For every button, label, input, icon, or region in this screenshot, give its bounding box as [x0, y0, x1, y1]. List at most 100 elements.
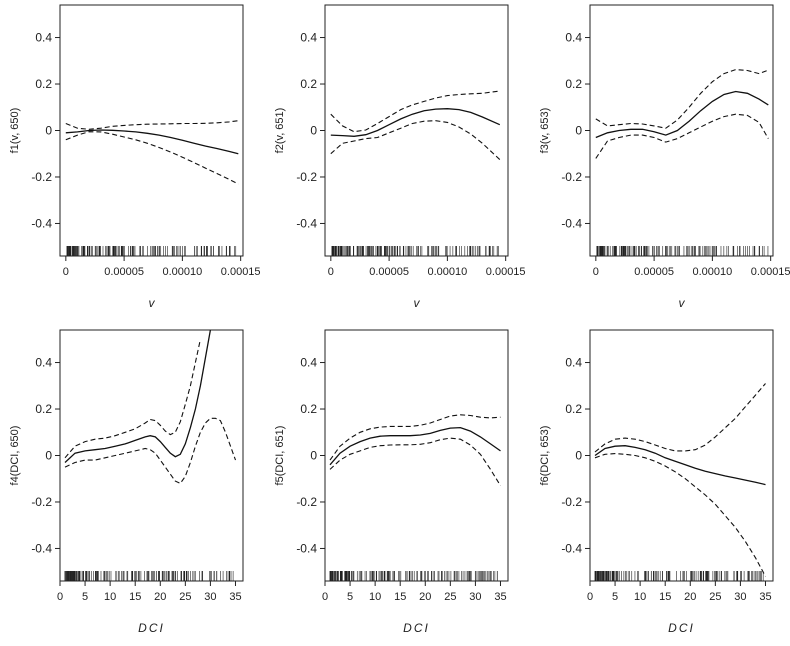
- y-tick-label: -0.2: [296, 170, 317, 184]
- x-tick-label: 25: [444, 591, 456, 603]
- x-tick-label: 30: [734, 591, 746, 603]
- x-tick-label: 20: [684, 591, 696, 603]
- x-tick-label: 10: [634, 591, 646, 603]
- y-tick-label: -0.4: [296, 216, 317, 230]
- x-axis-label: v: [679, 296, 686, 310]
- x-tick-label: 0: [328, 266, 334, 278]
- panel-1: -0.4 -0.2 0 0.2 0.4 0 0.00005 0.00010 0.00015 v f1…: [9, 4, 261, 310]
- x-tick-label: 15: [394, 591, 406, 603]
- series-lower-line: [595, 113, 769, 159]
- panel-5: -0.4 -0.2 0 0.2 0.4 0 5 10 15 20 25 30 35 DCI f5(DCI, …: [274, 329, 509, 635]
- series-upper-line: [594, 383, 766, 453]
- x-tick-label: 0.00015: [486, 266, 526, 278]
- x-tick-label: 0: [587, 591, 593, 603]
- y-tick-label: 0.4: [35, 31, 52, 45]
- y-tick-label: 0.4: [35, 356, 52, 370]
- x-axis-label: v: [149, 296, 156, 310]
- x-tick-label: 5: [347, 591, 353, 603]
- y-tick-label: 0.2: [35, 402, 52, 416]
- y-tick-label: 0.2: [300, 402, 317, 416]
- y-axis-label: f3(v, 653): [539, 108, 551, 154]
- y-tick-label: -0.2: [31, 495, 52, 509]
- x-tick-label: 35: [759, 591, 771, 603]
- rug-plot: [64, 571, 234, 581]
- plot-frame: [589, 329, 774, 582]
- series-lower-line: [65, 131, 239, 185]
- y-tick-label: 0.2: [300, 77, 317, 91]
- series-fit-line: [64, 330, 212, 463]
- x-tick-label: 35: [229, 591, 241, 603]
- x-tick-label: 25: [179, 591, 191, 603]
- plot-frame: [59, 329, 244, 582]
- x-tick-label: 25: [709, 591, 721, 603]
- rug-plot: [596, 246, 769, 256]
- y-tick-label: 0: [45, 124, 52, 138]
- y-tick-label: -0.4: [31, 216, 52, 230]
- series-lower-line: [330, 120, 501, 161]
- y-tick-label: 0.2: [565, 77, 582, 91]
- y-tick-label: -0.4: [296, 541, 317, 555]
- x-tick-label: 30: [204, 591, 216, 603]
- x-tick-label: 0.00010: [428, 266, 468, 278]
- rug-plot: [66, 246, 237, 256]
- rug-plot: [594, 571, 764, 581]
- x-tick-label: 20: [419, 591, 431, 603]
- series-lower-line: [594, 453, 766, 577]
- y-axis-label: f5(DCI, 651): [274, 426, 286, 486]
- y-axis-label: f2(v, 651): [274, 108, 286, 154]
- x-tick-label: 5: [82, 591, 88, 603]
- series-upper-line: [64, 339, 201, 459]
- y-tick-label: 0.4: [565, 31, 582, 45]
- x-tick-label: 0.00005: [104, 266, 144, 278]
- series-upper-line: [595, 69, 769, 129]
- x-axis-label: v: [414, 296, 421, 310]
- panel-4: -0.4 -0.2 0 0.2 0.4 0 5 10 15 20 25 30 35 DCI f4(DCI, …: [9, 329, 244, 635]
- y-axis-label: f4(DCI, 650): [9, 426, 21, 486]
- y-tick-label: 0.2: [565, 402, 582, 416]
- y-tick-label: 0: [45, 449, 52, 463]
- x-tick-label: 0.00005: [634, 266, 674, 278]
- y-tick-label: 0.2: [35, 77, 52, 91]
- x-axis-label: DCI: [668, 621, 695, 635]
- x-axis-label: DCI: [138, 621, 165, 635]
- y-tick-label: -0.2: [561, 495, 582, 509]
- x-tick-label: 35: [494, 591, 506, 603]
- y-tick-label: 0: [310, 124, 317, 138]
- series-fit-line: [595, 90, 769, 139]
- x-tick-label: 0: [593, 266, 599, 278]
- x-tick-label: 0.00015: [751, 266, 790, 278]
- x-tick-label: 5: [612, 591, 618, 603]
- x-tick-label: 15: [129, 591, 141, 603]
- x-tick-label: 10: [369, 591, 381, 603]
- panel-2: -0.4 -0.2 0 0.2 0.4 0 0.00005 0.00010 0.00015 v f2…: [274, 4, 526, 310]
- series-fit-line: [330, 108, 501, 137]
- y-tick-label: 0.4: [300, 356, 317, 370]
- x-tick-label: 15: [659, 591, 671, 603]
- x-tick-label: 10: [104, 591, 116, 603]
- series-fit-line: [329, 426, 501, 466]
- y-tick-label: -0.4: [561, 541, 582, 555]
- y-tick-label: 0.4: [300, 31, 317, 45]
- series-fit-line: [594, 445, 766, 486]
- y-tick-label: -0.2: [296, 495, 317, 509]
- series-fit-line: [65, 129, 239, 155]
- series-lower-line: [329, 437, 501, 486]
- x-tick-label: 0.00010: [163, 266, 203, 278]
- x-tick-label: 0.00015: [221, 266, 261, 278]
- series-upper-line: [65, 120, 239, 130]
- y-tick-label: 0: [575, 449, 582, 463]
- x-axis-label: DCI: [403, 621, 430, 635]
- x-tick-label: 0: [57, 591, 63, 603]
- y-tick-label: -0.2: [561, 170, 582, 184]
- panel-3: -0.4 -0.2 0 0.2 0.4 0 0.00005 0.00010 0.00015 v f3…: [539, 4, 790, 310]
- y-tick-label: -0.2: [31, 170, 52, 184]
- x-tick-label: 0.00010: [693, 266, 733, 278]
- y-tick-label: 0.4: [565, 356, 582, 370]
- y-tick-label: 0: [310, 449, 317, 463]
- y-tick-label: 0: [575, 124, 582, 138]
- rug-plot: [329, 571, 498, 581]
- y-tick-label: -0.4: [31, 541, 52, 555]
- series-upper-line: [329, 414, 501, 461]
- x-tick-label: 20: [154, 591, 166, 603]
